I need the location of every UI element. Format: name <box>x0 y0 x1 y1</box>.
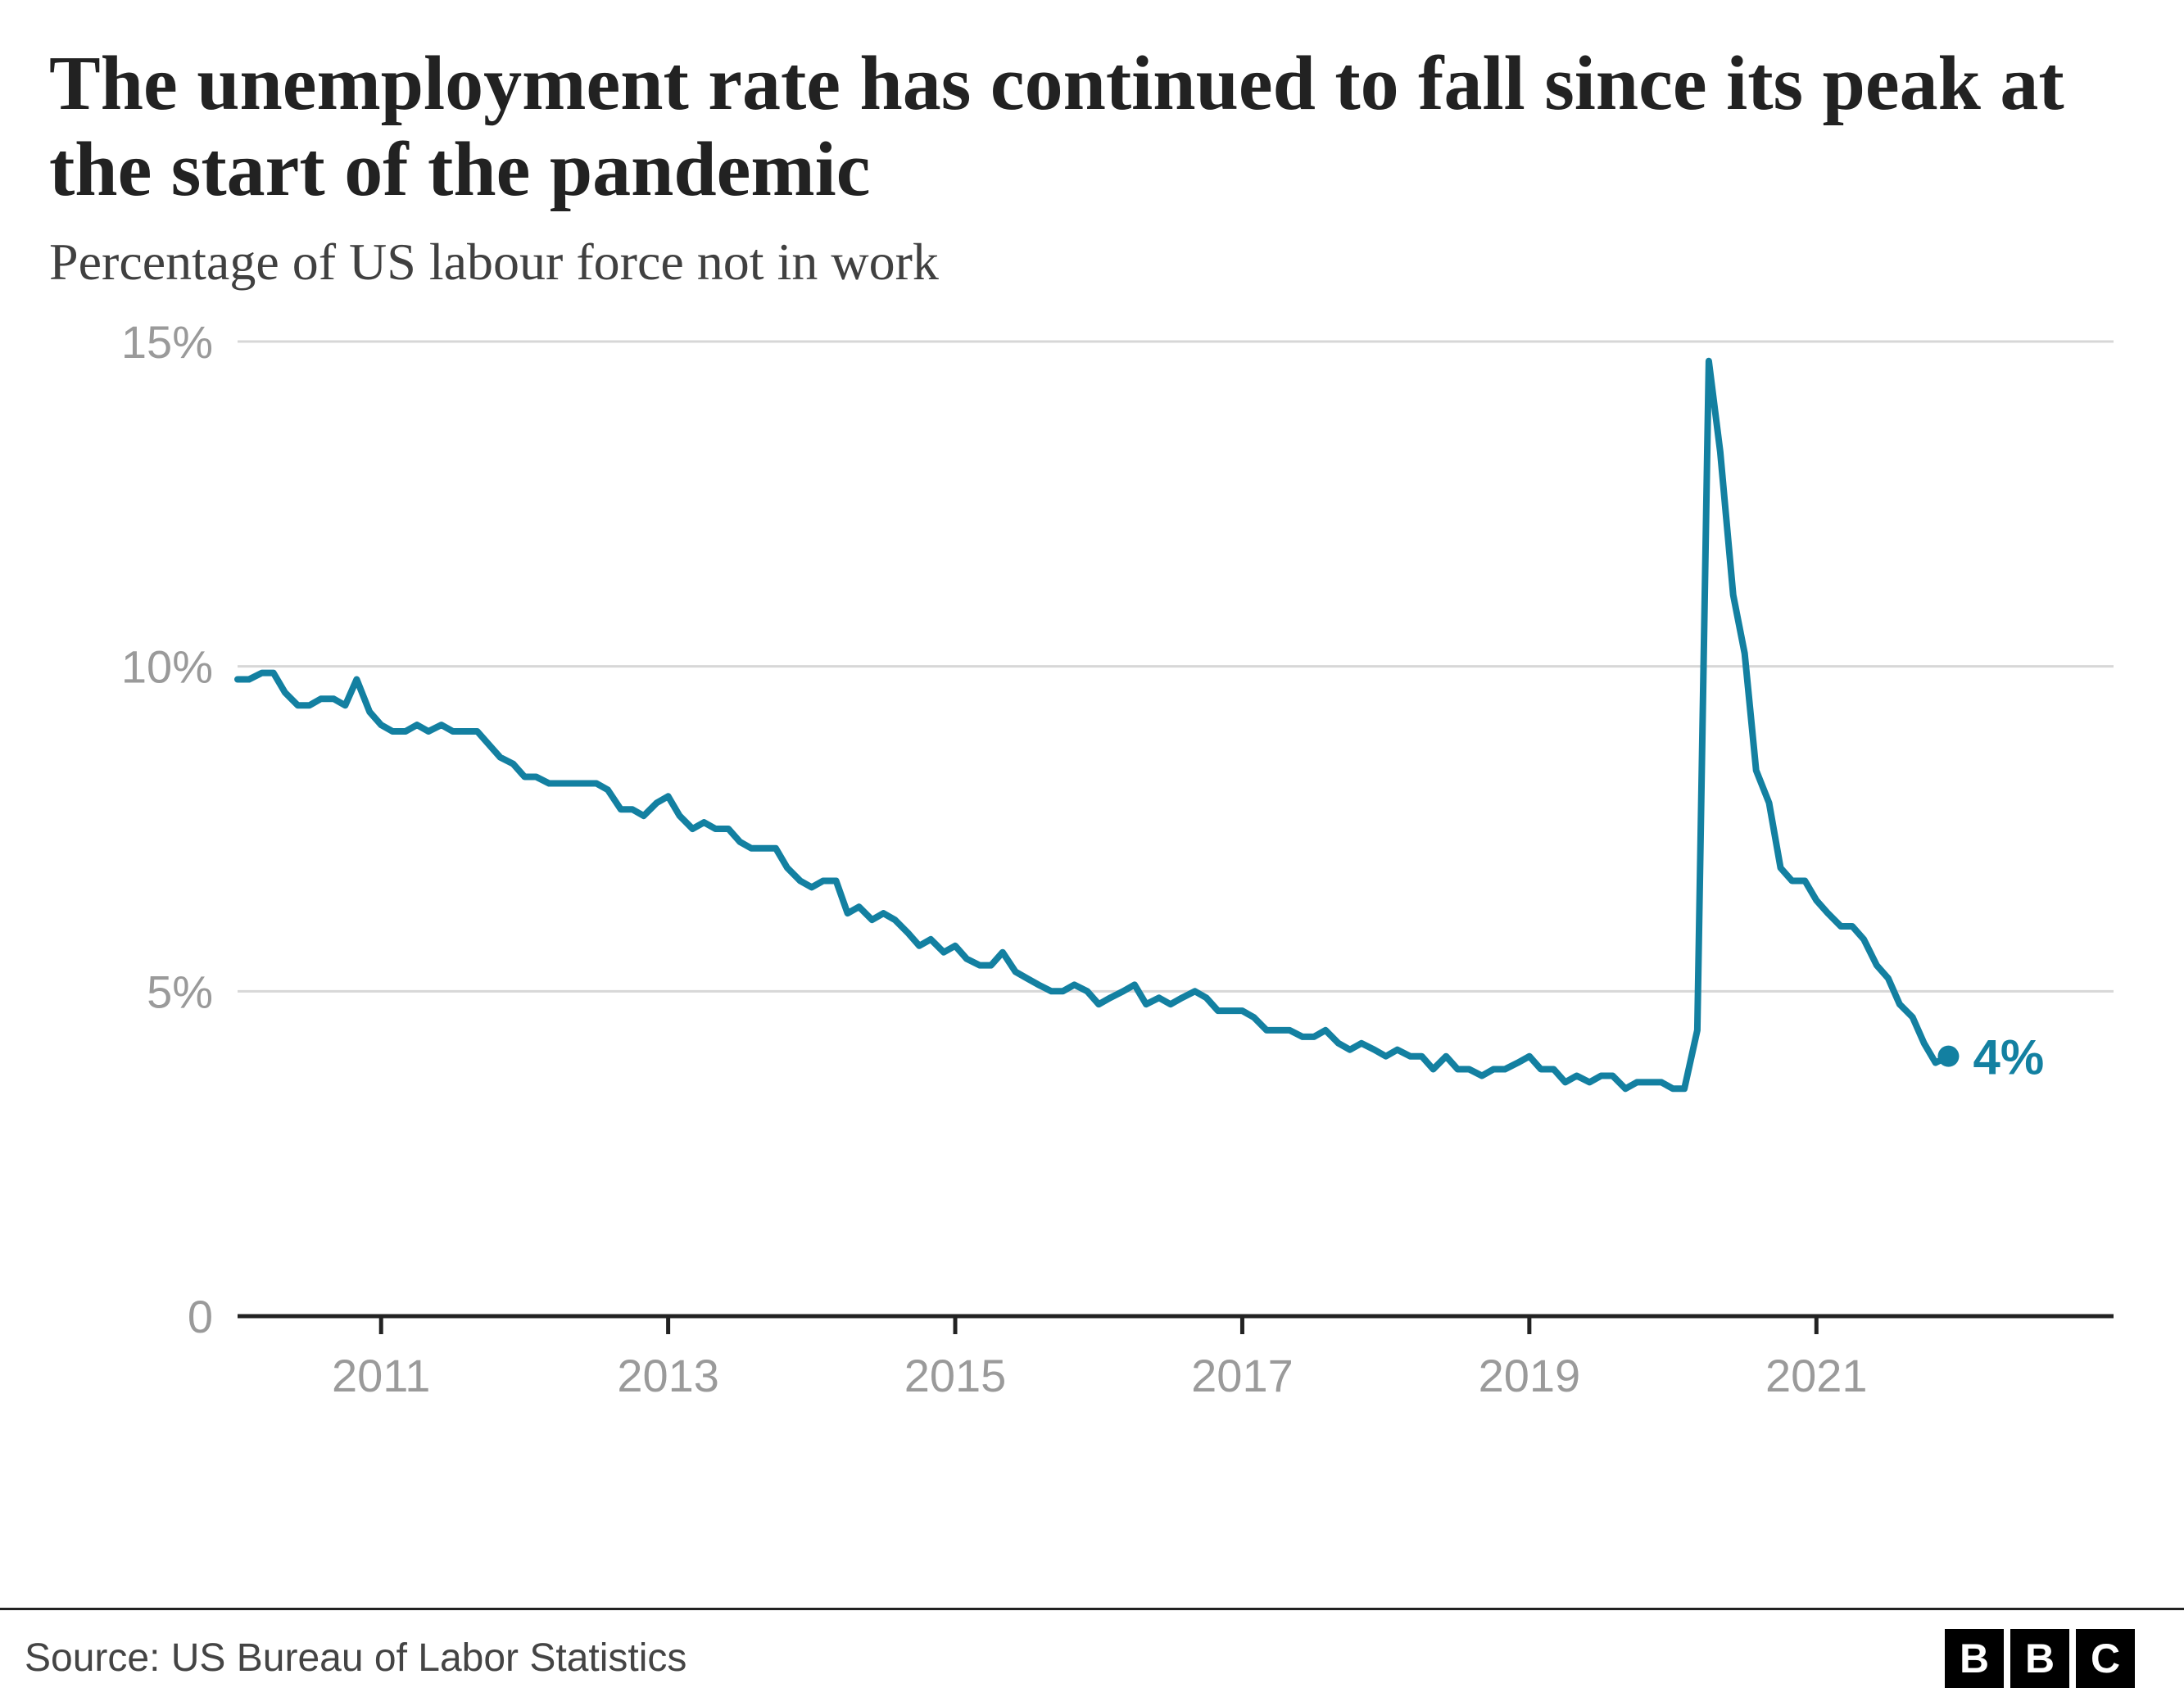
bbc-logo-box: C <box>2076 1629 2135 1688</box>
line-chart-svg: 0 5% 10% 15% 2011 2013 2015 2017 2019 2021 4% <box>49 325 2130 1431</box>
chart-plot-area: 0 5% 10% 15% 2011 2013 2015 2017 2019 2021 4% <box>49 325 2135 1435</box>
chart-card: The unemployment rate has continued to f… <box>0 0 2184 1706</box>
chart-footer: Source: US Bureau of Labor Statistics BB… <box>0 1608 2184 1706</box>
svg-text:0: 0 <box>188 1291 213 1342</box>
svg-text:2015: 2015 <box>904 1350 1007 1401</box>
bbc-logo: BBC <box>1945 1629 2135 1688</box>
svg-text:2021: 2021 <box>1765 1350 1868 1401</box>
bbc-logo-box: B <box>1945 1629 2004 1688</box>
svg-text:5%: 5% <box>147 966 213 1017</box>
svg-text:15%: 15% <box>121 325 213 368</box>
svg-text:2017: 2017 <box>1191 1350 1294 1401</box>
svg-text:4%: 4% <box>1973 1029 2044 1084</box>
chart-subtitle: Percentage of US labour force not in wor… <box>49 232 2135 292</box>
bbc-logo-box: B <box>2010 1629 2069 1688</box>
svg-text:10%: 10% <box>121 640 213 692</box>
svg-text:2011: 2011 <box>332 1350 430 1401</box>
chart-title: The unemployment rate has continued to f… <box>49 41 2135 214</box>
svg-text:2019: 2019 <box>1479 1350 1581 1401</box>
svg-text:2013: 2013 <box>617 1350 719 1401</box>
chart-source: Source: US Bureau of Labor Statistics <box>25 1636 686 1681</box>
